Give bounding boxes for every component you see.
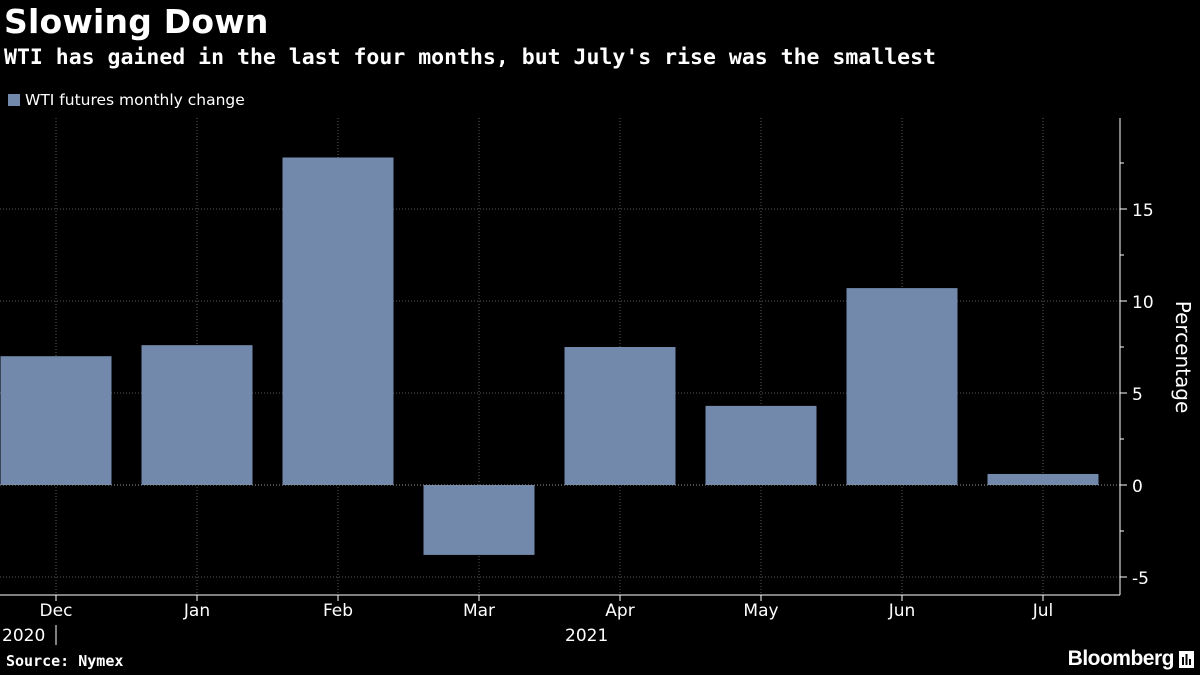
y-tick-label: 5 <box>1132 385 1143 405</box>
brand-logo: Bloomberg <box>1068 647 1194 671</box>
x-tick-label-jun: Jun <box>888 601 916 621</box>
x-tick-label-jan: Jan <box>183 601 210 621</box>
bar-jun <box>846 288 958 485</box>
bar-apr <box>564 347 676 485</box>
bar-jan <box>141 345 253 485</box>
x-tick-label-mar: Mar <box>463 601 495 621</box>
legend-label: WTI futures monthly change <box>25 91 245 109</box>
chart-title: Slowing Down <box>4 2 269 41</box>
bar-may <box>705 405 817 485</box>
legend: WTI futures monthly change <box>8 91 245 109</box>
bar-feb <box>282 157 394 486</box>
year-label-2021: 2021 <box>565 626 608 646</box>
brand-name: Bloomberg <box>1067 647 1175 670</box>
x-tick-label-dec: Dec <box>40 601 73 621</box>
y-axis-label: Percentage <box>1171 301 1195 414</box>
y-tick-label: -5 <box>1132 569 1149 589</box>
x-tick-label-apr: Apr <box>605 601 634 621</box>
x-tick-label-feb: Feb <box>323 601 353 621</box>
y-tick-label: 15 <box>1132 201 1154 221</box>
bar-dec <box>0 356 112 485</box>
bar-jul <box>987 473 1099 485</box>
y-tick-label: 0 <box>1132 477 1143 497</box>
source-note: Source: Nymex <box>6 652 124 670</box>
bloomberg-icon <box>1179 650 1194 668</box>
year-label-2020: 2020 <box>2 626 45 646</box>
x-tick-label-jul: Jul <box>1032 601 1054 621</box>
legend-swatch <box>8 94 20 106</box>
y-tick-label: 10 <box>1132 293 1154 313</box>
x-tick-label-may: May <box>743 601 778 621</box>
bar-mar <box>423 485 535 555</box>
chart-subtitle: WTI has gained in the last four months, … <box>4 45 936 70</box>
